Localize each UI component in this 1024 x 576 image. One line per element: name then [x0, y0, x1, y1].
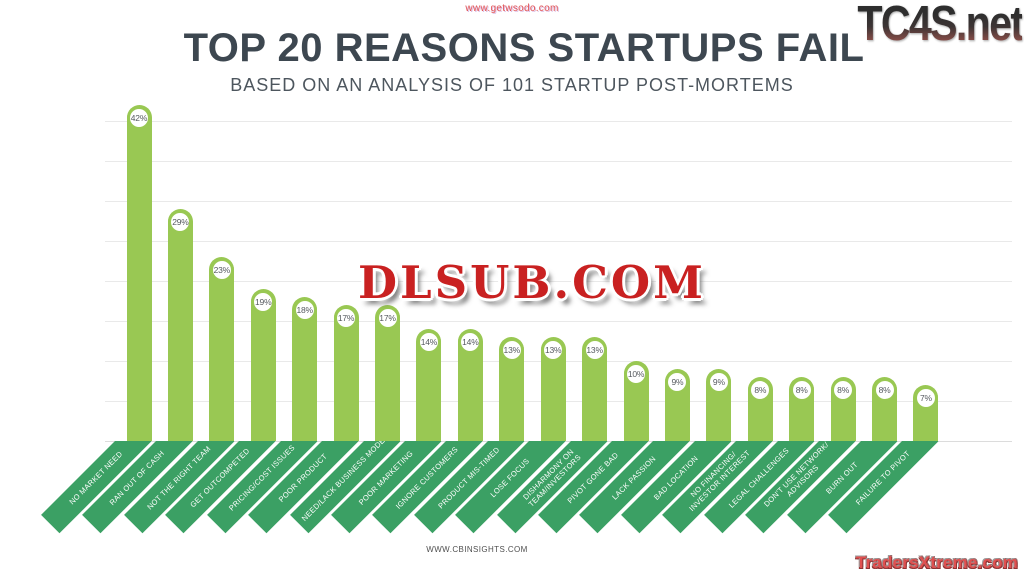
value-badge: 8%	[748, 378, 773, 402]
value-label: 42%	[130, 113, 148, 123]
value-badge: 17%	[334, 306, 359, 330]
value-label: 23%	[213, 265, 231, 275]
value-label: 8%	[878, 385, 891, 395]
value-badge: 8%	[789, 378, 814, 402]
value-label: 7%	[920, 393, 932, 403]
value-badge: 19%	[251, 290, 276, 314]
chart-subtitle: BASED ON AN ANALYSIS OF 101 STARTUP POST…	[230, 75, 794, 95]
value-label: 17%	[379, 313, 396, 323]
value-badge: 8%	[872, 378, 897, 402]
value-badge: 10%	[624, 362, 649, 386]
value-badge: 18%	[292, 298, 317, 322]
value-label: 9%	[712, 377, 725, 387]
chart-title: TOP 20 REASONS STARTUPS FAIL	[183, 26, 865, 70]
value-label: 19%	[255, 297, 272, 307]
value-label: 13%	[586, 345, 603, 355]
gridline	[105, 121, 1012, 122]
value-label: 17%	[337, 313, 355, 323]
value-badge: 23%	[209, 258, 234, 282]
value-badge: 14%	[458, 330, 483, 354]
value-label: 13%	[544, 345, 562, 355]
value-badge: 13%	[541, 338, 566, 362]
source-text: WWW.CBINSIGHTS.COM	[426, 545, 528, 554]
value-badge: 7%	[913, 386, 938, 410]
value-badge: 17%	[375, 306, 400, 330]
gridline	[105, 161, 1012, 162]
value-label: 14%	[462, 337, 479, 347]
value-badge: 13%	[582, 338, 607, 362]
value-label: 9%	[671, 377, 684, 387]
gridline	[105, 201, 1012, 202]
watermark-dlsub: DLSUB.COM	[358, 256, 706, 309]
watermark-tradersxtreme: TradersXtreme.com	[855, 553, 1018, 572]
value-label: 29%	[172, 217, 189, 227]
watermark-getwsodo: www.getwsodo.com	[465, 3, 559, 14]
bar	[126, 105, 152, 441]
bar	[250, 289, 276, 441]
value-label: 8%	[795, 385, 808, 395]
value-label: 14%	[420, 337, 438, 347]
value-badge: 14%	[416, 330, 441, 354]
value-badge: 42%	[127, 106, 151, 130]
gridline	[105, 281, 1012, 282]
value-label: 8%	[837, 385, 850, 395]
value-badge: 29%	[168, 210, 193, 234]
value-label: 18%	[296, 305, 313, 315]
value-label: 8%	[754, 385, 767, 395]
watermark-tc4s: TC4S.net	[857, 0, 1024, 51]
value-badge: 13%	[499, 338, 524, 362]
bar	[167, 209, 193, 441]
value-label: 13%	[503, 345, 521, 355]
gridline	[105, 241, 1012, 242]
value-label: 10%	[627, 369, 645, 379]
value-badge: 9%	[706, 370, 731, 394]
value-badge: 8%	[831, 378, 856, 402]
value-badge: 9%	[665, 370, 690, 394]
bar	[209, 257, 235, 441]
gridline	[105, 321, 1012, 322]
